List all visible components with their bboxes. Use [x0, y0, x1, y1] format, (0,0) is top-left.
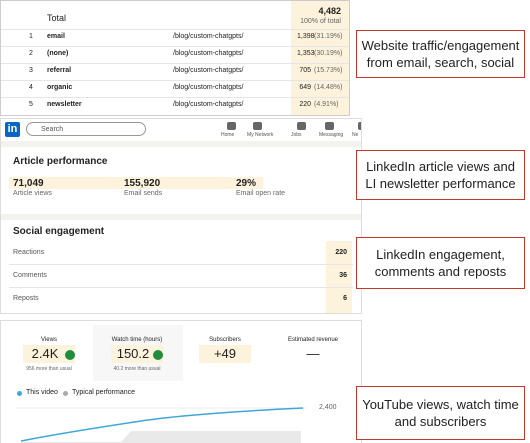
row-share: (15.73%): [314, 67, 343, 74]
social-value: 6: [343, 295, 347, 302]
nav-label: Jobs: [291, 132, 302, 138]
row-path: /blog/custom-chatgpts/: [173, 67, 244, 74]
metric-label: Email sends: [124, 190, 163, 197]
social-value: 220: [335, 249, 347, 256]
metric-value: 29%: [236, 178, 257, 189]
up-icon: [65, 350, 75, 360]
callout: Website traffic/engagement from email, s…: [356, 30, 525, 78]
metric-highlight: [9, 177, 263, 189]
row-index: 1: [29, 33, 33, 40]
chart: [15, 407, 306, 443]
row-path: /blog/custom-chatgpts/: [173, 84, 244, 91]
search-box[interactable]: Search: [26, 122, 146, 136]
card-value: 2.4K: [31, 346, 59, 361]
card-title: Views: [41, 337, 57, 343]
nav-icon: [253, 122, 262, 130]
youtube-panel: 2,400 This video Typical performance Vie…: [0, 320, 362, 443]
row-value: 1,398: [297, 33, 315, 40]
nav-label: Messaging: [319, 132, 344, 138]
card-value: +49: [213, 346, 237, 361]
row-source: email: [47, 33, 65, 40]
row-source: (none): [47, 50, 69, 57]
metric-label: Article views: [13, 190, 52, 197]
row-path: /blog/custom-chatgpts/: [173, 33, 244, 40]
divider: [1, 214, 361, 220]
row-share: (30.19%): [314, 50, 343, 57]
total-share: 100% of total: [300, 18, 341, 25]
row-line: [1, 63, 349, 64]
card-note: 40.2 more than usual: [113, 366, 161, 372]
nav-icon: [227, 122, 236, 130]
divider: [1, 141, 361, 147]
card-title: Watch time (hours): [111, 337, 163, 343]
up-icon: [153, 350, 163, 360]
social-label: Reposts: [13, 295, 39, 302]
row-index: 2: [29, 50, 33, 57]
row-source: newsletter: [47, 101, 82, 108]
row-line: [1, 29, 349, 30]
row-index: 4: [29, 84, 33, 91]
total-value: 4,482: [318, 6, 341, 16]
row-line: [9, 287, 353, 288]
metric-label: Email open rate: [236, 190, 286, 197]
nav-label: My Network: [247, 132, 274, 138]
legend-label: This video: [26, 389, 58, 396]
analytics-panel: Total 4,482 100% of total 1 email/blog/cu…: [0, 0, 350, 116]
nav-icon: [325, 122, 334, 130]
nav-label: Ne: [352, 132, 359, 138]
callout: LinkedIn article views and LI newsletter…: [356, 150, 525, 200]
value-column: [326, 241, 352, 313]
row-share: (4.91%): [314, 101, 339, 108]
social-label: Reactions: [13, 249, 45, 256]
social-label: Comments: [13, 272, 47, 279]
row-index: 5: [29, 101, 33, 108]
row-value: 220: [299, 101, 311, 108]
card-value-bg: [111, 345, 163, 363]
row-value: 649: [299, 84, 311, 91]
card-title: Estimated revenue: [287, 337, 339, 343]
total-label: Total: [47, 13, 67, 23]
logo[interactable]: in: [5, 122, 20, 137]
section-title: Social engagement: [13, 226, 105, 237]
callout: LinkedIn engagement, comments and repost…: [356, 237, 525, 289]
row-line: [1, 46, 349, 47]
social-value: 36: [339, 272, 347, 279]
metric-value: 155,920: [124, 178, 161, 189]
line: [20, 407, 304, 442]
metric-value: 71,049: [13, 178, 44, 189]
nav-label: Home: [221, 132, 235, 138]
card-value-bg: [199, 345, 251, 363]
row-source: organic: [47, 84, 73, 91]
row-source: referral: [47, 67, 72, 74]
row-line: [9, 264, 353, 265]
legend-dot: [63, 391, 68, 396]
row-share: (14.48%): [314, 84, 343, 91]
nav-icon: [297, 122, 306, 130]
card-value: 150.2: [116, 346, 150, 361]
card-value-bg: [23, 345, 75, 363]
typical-band: [21, 431, 301, 443]
legend-label: Typical performance: [72, 389, 136, 396]
row-value: 1,353: [297, 50, 315, 57]
value-column: [291, 1, 349, 115]
row-value: 705: [299, 67, 311, 74]
row-line: [1, 97, 349, 98]
card-title: Subscribers: [209, 337, 241, 343]
row-share: (31.19%): [314, 33, 343, 40]
callout: YouTube views, watch time and subscriber…: [356, 386, 525, 440]
card-note: 956 more than usual: [26, 366, 72, 372]
section-title: Article performance: [13, 156, 108, 167]
row-path: /blog/custom-chatgpts/: [173, 50, 244, 57]
row-path: /blog/custom-chatgpts/: [173, 101, 244, 108]
row-index: 3: [29, 67, 33, 74]
row-line: [1, 80, 349, 81]
linkedin-panel: in Search Article performance Social eng…: [0, 118, 362, 314]
tick-label: 2,400: [319, 404, 337, 411]
card-value: —: [306, 346, 320, 361]
legend-dot: [17, 391, 22, 396]
nav-icon: [358, 122, 361, 130]
